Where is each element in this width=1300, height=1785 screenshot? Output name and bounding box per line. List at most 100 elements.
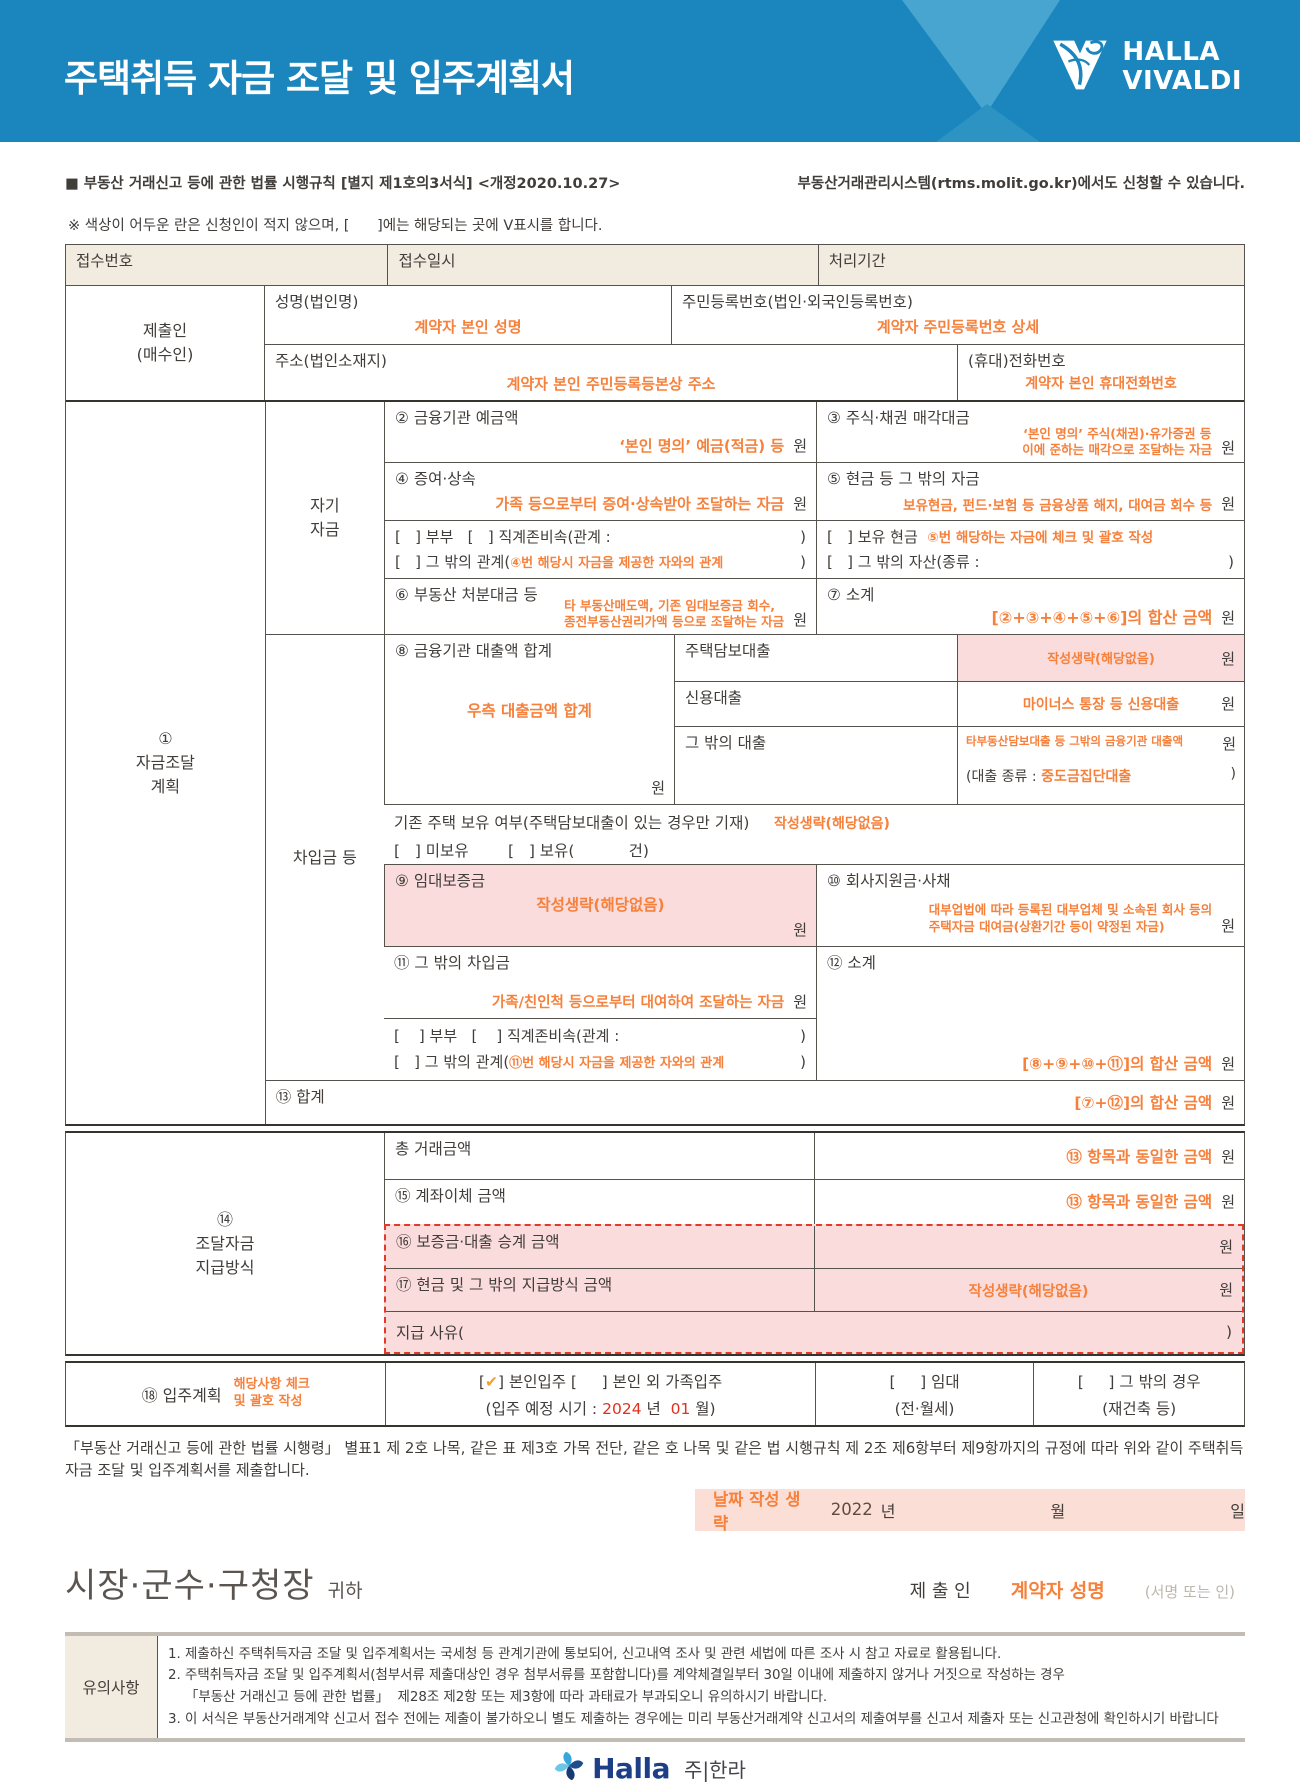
movein-month-unit: 월) xyxy=(695,1400,716,1418)
movein-month: 01 xyxy=(670,1400,691,1418)
borrow-other-hint: ⑪번 해당시 자금을 제공한 자와의 관계 xyxy=(509,1056,725,1072)
submitter-label-2: (매수인) xyxy=(136,345,194,364)
checkbox-other-asset-text: [ ] 그 밖의 자산(종류 : xyxy=(827,552,980,571)
subtotal12-cell: ⑫ 소계 [⑧+⑨+⑩+⑪]의 합산 금액 원 xyxy=(816,947,1244,1080)
receipt-no-cell: 접수번호 xyxy=(76,252,134,270)
payment-rows: 총 거래금액 ⑬ 항목과 동일한 금액 원 ⑮ 계좌이체 금액 ⑬ 항목과 동일한… xyxy=(384,1133,1244,1354)
loan-type-line: (대출 종류 : 중도금집단대출 ) xyxy=(966,766,1236,786)
gift-inherit-hint: 가족 등으로부터 증여·상속받아 조달하는 자금 xyxy=(495,495,785,513)
movein-plan-section: ⑱ 입주계획 해당사항 체크 및 괄호 작성 [✔] 본인입주 [ ] 본인 외… xyxy=(65,1361,1245,1427)
stock-sale-hint: ‘본인 명의’ 주식(채권)·유가증권 등 이에 준하는 매각으로 조달하는 자… xyxy=(1022,425,1213,457)
date-month-unit: 월 xyxy=(1050,1501,1066,1521)
existing-home-label: 기존 주택 보유 여부(주택담보대출이 있는 경우만 기재) xyxy=(394,814,750,832)
checkbox-borrow-other-text: [ ] 그 밖의 관계( xyxy=(394,1053,510,1072)
rrn-hint: 계약자 주민등록번호 상세 xyxy=(876,318,1040,337)
succession-won: 원 xyxy=(1219,1238,1233,1256)
checkbox-other-relation[interactable]: [ ] 그 밖의 관계(④번 해당시 자금을 제공한 자와의 관계) xyxy=(395,550,806,575)
transfer-amount-row: ⑮ 계좌이체 금액 ⑬ 항목과 동일한 금액 원 xyxy=(384,1179,1244,1224)
other-loan-won: 원 xyxy=(1222,735,1236,754)
self-movein-text: ] 본인입주 [ ] 본인 외 가족입주 xyxy=(497,1373,723,1391)
self-funds-line1: 자기 xyxy=(310,496,340,515)
notice-item-2b: 「부동산 거래신고 등에 관한 법률」 제28조 제2항 또는 제3항에 따라 … xyxy=(168,1689,828,1705)
checkbox-self-movein[interactable]: [✔] 본인입주 [ ] 본인 외 가족입주 xyxy=(386,1370,814,1392)
deposit-won: 원 xyxy=(793,437,807,455)
payment-reason-label: 지급 사유( xyxy=(396,1324,465,1342)
loan-type-value: 중도금집단대출 xyxy=(1041,769,1132,786)
other-loan-value-cell: 타부동산담보대출 등 그밖의 금융기관 대출액 원 (대출 종류 : 중도금집단… xyxy=(957,727,1244,804)
halla-pinwheel-icon xyxy=(554,1751,584,1785)
submitter-label: 제출인 (매수인) xyxy=(66,286,264,400)
regulation-reference: ■ 부동산 거래신고 등에 관한 법률 시행규칙 [별지 제1호의3서식] <개… xyxy=(65,176,621,192)
address-label: 주소(법인소재지) xyxy=(275,352,387,370)
cash-etc-cell: ⑤ 현금 등 그 밖의 자금 보유현금, 펀드·보험 등 금융상품 해지, 대여… xyxy=(816,463,1244,520)
checkbox-borrow-other-relation[interactable]: [ ] 그 밖의 관계(⑪번 해당시 자금을 제공한 자와의 관계) xyxy=(394,1050,806,1075)
succession-label: ⑯ 보증금·대출 승계 금액 xyxy=(396,1233,560,1251)
borrowed-funds-text: 차입금 등 xyxy=(292,847,357,867)
deposit-hint: ‘본인 명의’ 예금(적금) 등 xyxy=(619,437,785,455)
loan-total-block: ⑧ 금융기관 대출액 합계 우측 대출금액 합계 원 주택담보대출 작성생략(해… xyxy=(384,634,1244,804)
total-amount-value: ⑬ 항목과 동일한 금액 xyxy=(1066,1148,1213,1166)
loan-total-won: 원 xyxy=(651,779,665,797)
gift-inherit-label: ④ 증여·상속 xyxy=(395,470,476,488)
checkbox-borrow-spouse-lineal[interactable]: [ ] 부부 [ ] 직계존비속(관계 :) xyxy=(394,1024,806,1049)
company-loan-cell: ⑩ 회사지원금·사채 대부업법에 따라 등록된 대부업체 및 소속된 회사 등의… xyxy=(816,865,1244,946)
stock-sale-cell: ③ 주식·채권 매각대금 ‘본인 명의’ 주식(채권)·유가증권 등 이에 준하… xyxy=(816,402,1244,462)
rental-deposit-value: 작성생략(해당없음) xyxy=(536,896,665,915)
movein-label: ⑱ 입주계획 xyxy=(141,1386,222,1405)
loan-total-hint: 우측 대출금액 합계 xyxy=(467,702,592,721)
rental-deposit-label: ⑨ 임대보증금 xyxy=(395,872,486,890)
cash-payment-row: ⑰ 현금 및 그 밖의 지급방식 금액 작성생략(해당없음) 원 xyxy=(386,1268,1242,1311)
stock-sale-label: ③ 주식·채권 매각대금 xyxy=(827,409,970,427)
cash-asset-checks: [ ] 보유 현금 ⑤번 해당하는 자금에 체크 및 괄호 작성 [ ] 그 밖… xyxy=(816,521,1244,578)
receipt-datetime-cell: 접수일시 xyxy=(387,245,817,285)
checkbox-rent[interactable]: [ ] 임대 xyxy=(889,1373,960,1391)
phone-hint: 계약자 본인 휴대전화번호 xyxy=(1025,376,1177,393)
subtotal7-hint: [②+③+④+⑤+⑥]의 합산 금액 xyxy=(991,608,1213,627)
online-apply-note: 부동산거래관리시스템(rtms.molit.go.kr)에서도 신청할 수 있습… xyxy=(797,176,1245,192)
declaration-paragraph: 「부동산 거래신고 등에 관한 법률 시행령」 별표1 제 2호 나목, 같은 … xyxy=(65,1439,1244,1479)
credit-loan-won: 원 xyxy=(1221,695,1235,714)
subtotal12-label: ⑫ 소계 xyxy=(827,954,876,972)
notice-body: 1. 제출하신 주택취득자금 조달 및 입주계획서는 국세청 등 관계기관에 통… xyxy=(158,1636,1245,1739)
other-loan-value: 타부동산담보대출 등 그밖의 금융기관 대출액 xyxy=(966,734,1184,749)
rental-deposit-cell: ⑨ 임대보증금 작성생략(해당없음) 원 xyxy=(384,865,816,946)
succession-dashed-group: ⑯ 보증금·대출 승계 금액 원 ⑰ 현금 및 그 밖의 지급방식 금액 작성생… xyxy=(384,1224,1244,1354)
name-hint: 계약자 본인 성명 xyxy=(414,318,522,337)
recipient-title: 시장·군수·구청장 귀하 xyxy=(65,1558,363,1607)
funding-sec-line2: 자금조달 xyxy=(135,753,195,772)
credit-loan-label: 신용대출 xyxy=(674,681,957,727)
other-borrow-cell: ⑪ 그 밖의 차입금 가족/친인척 등으로부터 대여하여 조달하는 자금 원 xyxy=(384,947,816,1018)
notice-item-1: 1. 제출하신 주택취득자금 조달 및 입주계획서는 국세청 등 관계기관에 통… xyxy=(168,1646,1002,1662)
borrowed-funds-label: 차입금 등 xyxy=(264,634,384,1080)
transfer-amount-won: 원 xyxy=(1221,1193,1235,1211)
name-label: 성명(법인명) xyxy=(275,293,359,311)
checkbox-held-cash[interactable]: [ ] 보유 현금 ⑤번 해당하는 자금에 체크 및 괄호 작성 xyxy=(827,525,1234,550)
other-loan-row: 그 밖의 대출 타부동산담보대출 등 그밖의 금융기관 대출액 원 (대출 종류… xyxy=(674,726,1244,804)
paren-close: ) xyxy=(800,1053,806,1072)
date-day-unit: 일 xyxy=(1230,1501,1245,1521)
cash-etc-won: 원 xyxy=(1221,495,1235,513)
date-skip-hint: 날짜 작성 생략 xyxy=(713,1489,801,1533)
payment-sec-no: ⑭ xyxy=(216,1209,233,1229)
existing-home-row: 기존 주택 보유 여부(주택담보대출이 있는 경우만 기재) 작성생략(해당없음… xyxy=(384,804,1244,864)
notice-label: 유의사항 xyxy=(65,1635,158,1739)
other-relation-hint: ④번 해당시 자금을 제공한 자와의 관계 xyxy=(510,555,724,571)
loan-sub-rows: 주택담보대출 작성생략(해당없음) 원 신용대출 마이너스 통장 등 신용대출 … xyxy=(674,635,1244,804)
checkbox-other-asset[interactable]: [ ] 그 밖의 자산(종류 :) xyxy=(827,550,1234,575)
processing-period-cell: 처리기간 xyxy=(817,245,1244,285)
checkbox-spouse-lineal[interactable]: [ ] 부부 [ ] 직계존비속(관계 :) xyxy=(395,525,806,550)
payment-reason-row: 지급 사유( ) xyxy=(386,1311,1242,1352)
checkbox-other-case[interactable]: [ ] 그 밖의 경우 xyxy=(1077,1373,1201,1391)
self-funds-line2: 자금 xyxy=(310,520,340,539)
page-banner: 주택취득 자금 조달 및 입주계획서 HALLA VIVALDI xyxy=(0,0,1300,142)
address-field: 주소(법인소재지) 계약자 본인 주민등록등본상 주소 xyxy=(264,345,957,400)
funding-section-label: ① 자금조달 계획 xyxy=(66,402,265,1124)
checkbox-existing-home[interactable]: [ ] 미보유 [ ] 보유( 건) xyxy=(394,842,649,860)
movein-year-unit: 년 xyxy=(646,1400,661,1418)
gift-relation-checks: [ ] 부부 [ ] 직계존비속(관계 :) [ ] 그 밖의 관계(④번 해당… xyxy=(384,521,816,578)
regulation-line: ■ 부동산 거래신고 등에 관한 법률 시행규칙 [별지 제1호의3서식] <개… xyxy=(65,172,1245,193)
submitter-row-1: 성명(법인명) 계약자 본인 성명 주민등록번호(법인·외국인등록번호) 계약자… xyxy=(264,286,1244,344)
transfer-amount-value-cell: ⑬ 항목과 동일한 금액 원 xyxy=(814,1180,1244,1224)
deposit-cell: ② 금융기관 예금액 ‘본인 명의’ 예금(적금) 등 원 xyxy=(384,402,816,462)
